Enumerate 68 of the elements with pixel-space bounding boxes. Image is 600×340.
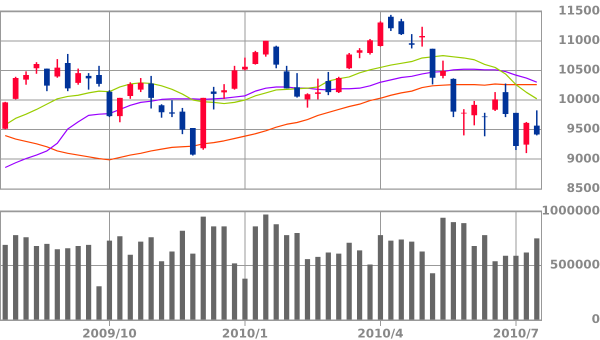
bar — [117, 236, 122, 320]
bar — [524, 252, 529, 320]
x-tick-label: 2009/10 — [82, 326, 137, 340]
bar — [180, 230, 186, 320]
bar — [54, 249, 60, 320]
bar — [430, 273, 436, 320]
bar — [148, 237, 154, 320]
bar — [23, 237, 29, 320]
x-tick-label: 2010/1 — [222, 326, 268, 340]
y-tick-label: 1000000 — [542, 203, 600, 218]
bar — [13, 235, 18, 320]
y-tick-label: 8500 — [566, 180, 600, 195]
bar — [502, 256, 508, 320]
bar — [315, 256, 321, 320]
bar — [76, 246, 81, 320]
bar — [169, 251, 175, 320]
bar — [274, 224, 279, 320]
y-tick-label: 10500 — [558, 62, 600, 77]
y-tick-label: 10000 — [558, 92, 600, 106]
bar — [242, 278, 248, 320]
bar — [513, 256, 519, 320]
bar — [367, 264, 373, 320]
y-tick-label: 0 — [592, 312, 600, 326]
bar — [44, 244, 50, 320]
bar — [326, 252, 331, 320]
bar — [190, 254, 196, 320]
bar — [409, 242, 414, 320]
y-tick-label: 9500 — [566, 122, 600, 136]
bar — [388, 240, 394, 320]
bar — [158, 261, 164, 320]
bar — [128, 254, 133, 320]
bar — [65, 248, 70, 320]
y-tick-label: 11500 — [558, 3, 600, 18]
bar — [284, 235, 290, 320]
bar — [534, 238, 540, 320]
bar — [482, 235, 488, 320]
bar — [86, 244, 92, 320]
bar — [356, 250, 362, 320]
x-tick-label: 2010/4 — [357, 326, 404, 340]
bar — [200, 216, 206, 320]
candlestick — [221, 83, 227, 100]
bar — [252, 226, 258, 320]
bar — [263, 214, 268, 320]
bar — [304, 259, 310, 320]
bar — [106, 240, 112, 320]
bar — [492, 261, 498, 320]
bar — [232, 263, 238, 320]
y-tick-label: 11000 — [558, 32, 600, 47]
bar — [420, 251, 425, 320]
bar — [96, 286, 102, 320]
bar — [138, 242, 144, 320]
x-tick-label: 2010/7 — [492, 326, 540, 340]
bar — [461, 223, 466, 320]
y-tick-label: 500000 — [550, 258, 600, 272]
bar — [472, 246, 477, 320]
bar — [440, 218, 446, 320]
y-tick-label: 9000 — [566, 151, 600, 166]
bar — [2, 244, 8, 320]
bar — [378, 235, 384, 320]
bar — [336, 254, 342, 320]
bar — [211, 226, 216, 320]
bar — [221, 226, 227, 320]
candlestick — [408, 33, 415, 50]
bar — [450, 222, 456, 320]
bar — [34, 246, 40, 320]
bar — [398, 239, 404, 320]
bar — [294, 232, 300, 320]
bar — [346, 242, 352, 320]
